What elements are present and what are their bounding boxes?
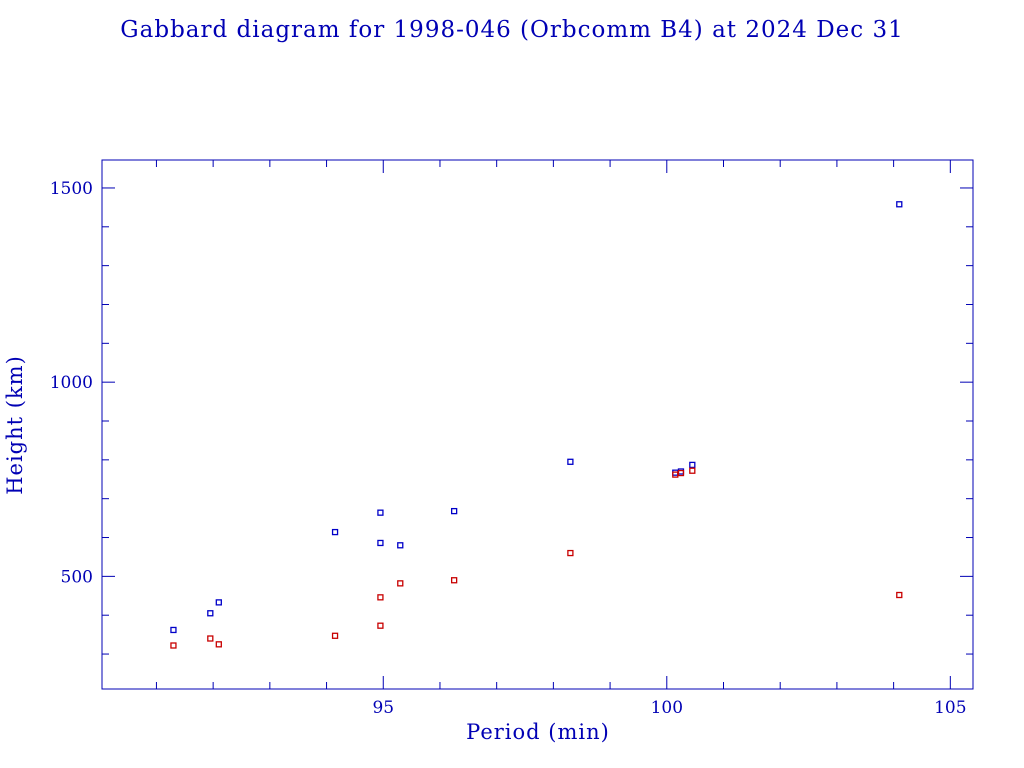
data-point-series-2 [170,642,177,649]
data-point-series-2 [215,641,222,648]
data-points [170,201,903,649]
y-tick-label: 500 [61,567,93,587]
data-point-series-2 [689,467,696,474]
data-point-series-1 [377,539,384,547]
data-point-series-2 [677,469,685,477]
data-point-series-2 [896,591,903,599]
data-point-series-1 [170,626,177,634]
data-point-series-2 [331,632,339,639]
data-point-series-2 [207,635,214,642]
chart-title: Gabbard diagram for 1998-046 (Orbcomm B4… [120,17,903,43]
data-point-series-2 [397,580,404,587]
data-point-series-2 [567,549,574,557]
data-point-series-1 [397,542,404,549]
x-tick-label: 95 [372,698,394,718]
data-point-series-1 [689,461,696,469]
data-point-series-2 [450,577,458,584]
x-axis-label: Period (min) [466,720,610,744]
data-point-series-1 [567,458,574,465]
data-point-series-1 [896,201,903,208]
data-point-series-1 [377,509,384,516]
plot-frame [101,159,974,690]
data-point-series-1 [677,468,685,475]
data-point-series-2 [377,594,384,601]
data-point-series-1 [331,528,339,536]
x-tick-label: 100 [651,698,683,718]
axis-ticks: 95 100 105 500 1000 1500 [50,160,973,718]
data-point-series-1 [450,507,458,515]
y-tick-label: 1500 [50,179,93,199]
data-point-series-2 [672,471,679,478]
y-axis-label: Height (km) [3,355,27,495]
data-point-series-1 [207,610,214,617]
x-tick-label: 105 [934,698,966,718]
y-tick-label: 1000 [50,373,93,393]
data-point-series-1 [215,599,222,606]
data-point-series-2 [377,622,384,629]
